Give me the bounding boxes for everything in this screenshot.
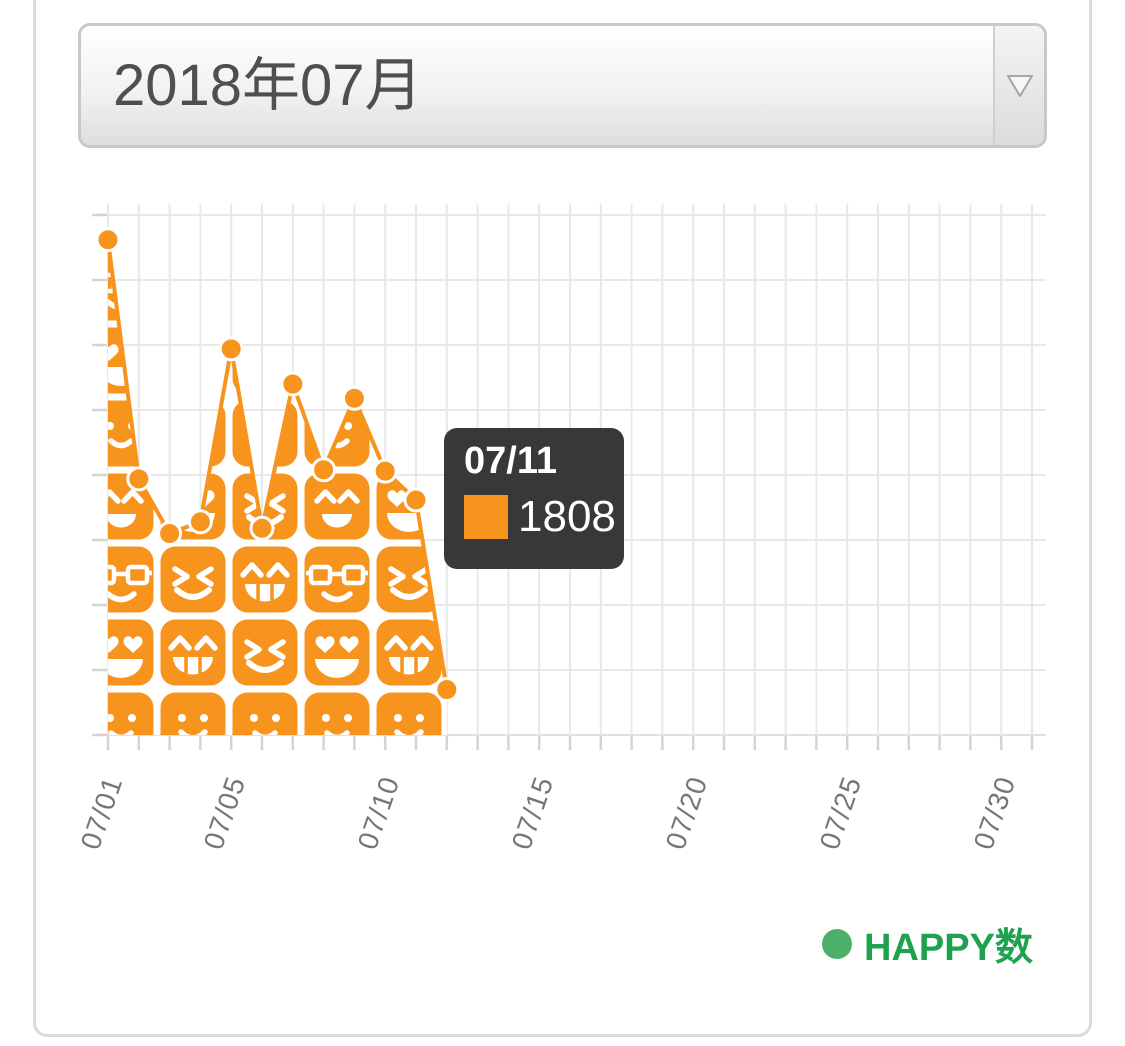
data-point-marker[interactable] bbox=[403, 487, 429, 513]
happy-count-chart: 07/01 07/05 07/10 07/15 07/20 07/25 07/30 07/1… bbox=[0, 150, 1125, 1046]
data-point-marker[interactable] bbox=[95, 227, 121, 253]
chart-tooltip: 07/11 1808 bbox=[444, 428, 624, 569]
data-point-marker[interactable] bbox=[434, 677, 460, 702]
data-point-marker[interactable] bbox=[341, 385, 367, 411]
month-select-value: 2018年07月 bbox=[113, 53, 423, 118]
month-select[interactable]: 2018年07月 bbox=[78, 23, 1047, 148]
chevron-down-icon bbox=[1006, 74, 1033, 97]
series-swatch bbox=[464, 495, 508, 539]
data-point-marker[interactable] bbox=[157, 521, 183, 546]
tooltip-date: 07/11 bbox=[464, 440, 557, 482]
data-point-marker[interactable] bbox=[249, 515, 275, 541]
data-point-marker[interactable] bbox=[280, 371, 306, 397]
area-fill bbox=[108, 239, 447, 735]
legend-happy[interactable]: HAPPY数 bbox=[822, 916, 1033, 971]
legend-dot-icon bbox=[822, 928, 852, 959]
select-arrow-box[interactable] bbox=[993, 26, 1044, 145]
tooltip-value: 1808 bbox=[518, 492, 616, 541]
data-point-marker[interactable] bbox=[187, 509, 213, 535]
data-point-marker[interactable] bbox=[372, 458, 398, 484]
data-point-marker[interactable] bbox=[218, 336, 244, 362]
data-point-marker[interactable] bbox=[311, 457, 337, 483]
legend-label: HAPPY数 bbox=[864, 927, 1033, 969]
data-point-marker[interactable] bbox=[126, 466, 152, 492]
